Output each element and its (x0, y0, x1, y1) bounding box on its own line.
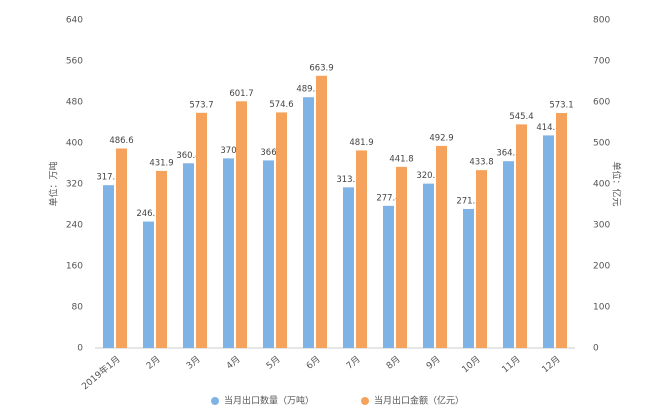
value-label: 317.7 (96, 173, 120, 183)
value-label: 366 (260, 148, 276, 158)
value-label: 370 (220, 146, 236, 156)
x-tick-label: 11月 (500, 354, 523, 376)
value-label: 545.4 (509, 112, 533, 122)
legend-label: 当月出口金额（亿元） (374, 395, 464, 407)
bar (276, 112, 287, 348)
value-label: 492.9 (429, 133, 453, 143)
value-label: 489.3 (296, 85, 320, 95)
bar (543, 135, 554, 348)
bar (556, 113, 567, 349)
bar (223, 158, 234, 348)
y2-tick-label: 700 (593, 57, 610, 67)
value-label: 313.5 (336, 175, 360, 185)
legend-label: 当月出口数量（万吨） (224, 395, 314, 407)
value-label: 574.6 (269, 100, 293, 110)
bar (156, 170, 167, 348)
bar (263, 160, 274, 348)
value-label: 481.9 (349, 138, 373, 148)
y-axis-title: 单位：万吨 (48, 161, 60, 206)
value-label: 486.6 (109, 136, 133, 146)
y-tick-label: 480 (66, 98, 83, 108)
y2-tick-label: 500 (593, 139, 610, 149)
y2-tick-label: 300 (593, 221, 610, 231)
bar (183, 163, 194, 348)
x-tick-label: 4月 (224, 354, 242, 372)
y-tick-label: 320 (66, 180, 83, 190)
x-tick-label: 10月 (460, 354, 483, 376)
bar (356, 150, 367, 348)
x-tick-label: 7月 (344, 354, 362, 372)
bar (103, 185, 114, 348)
bar (236, 101, 247, 348)
bar (436, 145, 447, 348)
bar (503, 161, 514, 348)
value-label: 246.7 (136, 209, 160, 219)
x-tick-label: 12月 (540, 354, 563, 376)
value-label: 433.8 (469, 158, 493, 168)
x-tick-label: 5月 (264, 354, 282, 372)
y-tick-label: 0 (77, 344, 83, 354)
y2-tick-label: 200 (593, 262, 610, 272)
y2-tick-label: 0 (593, 344, 599, 354)
bar (423, 183, 434, 348)
y2-axis-title: 单位：亿元 (611, 161, 623, 206)
bar (303, 97, 314, 348)
value-label: 573.7 (189, 100, 213, 110)
bar (116, 148, 127, 348)
value-label: 441.8 (389, 154, 413, 164)
y-tick-label: 240 (66, 221, 83, 231)
y2-tick-label: 800 (593, 16, 610, 26)
x-tick-label: 6月 (304, 354, 322, 372)
x-tick-label: 2019年1月 (79, 353, 122, 392)
bar (143, 221, 154, 348)
y-tick-label: 80 (72, 303, 84, 313)
bar (196, 112, 207, 349)
x-tick-label: 9月 (424, 354, 442, 372)
value-label: 573.1 (549, 101, 573, 111)
y2-tick-label: 400 (593, 180, 610, 190)
value-label: 364.5 (496, 149, 520, 159)
y2-tick-label: 600 (593, 98, 610, 108)
x-tick-label: 2月 (144, 354, 162, 372)
value-label: 601.7 (229, 89, 253, 99)
y-tick-label: 400 (66, 139, 83, 149)
bar (383, 205, 394, 348)
value-label: 277.4 (376, 193, 400, 203)
value-label: 431.9 (149, 158, 173, 168)
legend-marker (361, 397, 369, 405)
y-tick-label: 560 (66, 57, 83, 67)
x-tick-label: 3月 (184, 354, 202, 372)
bar (476, 170, 487, 348)
value-label: 360.4 (176, 151, 200, 161)
y-tick-label: 160 (66, 262, 83, 272)
bar (516, 124, 527, 348)
bar (396, 166, 407, 348)
x-tick-label: 8月 (384, 354, 402, 372)
bar (463, 208, 474, 348)
value-label: 414.8 (536, 123, 560, 133)
y-tick-label: 640 (66, 16, 83, 26)
value-label: 271.3 (456, 196, 480, 206)
value-label: 663.9 (309, 63, 333, 73)
legend-marker (211, 397, 219, 405)
value-label: 320.7 (416, 171, 440, 181)
bar (316, 75, 327, 349)
bar (343, 187, 354, 348)
y2-tick-label: 100 (593, 303, 610, 313)
